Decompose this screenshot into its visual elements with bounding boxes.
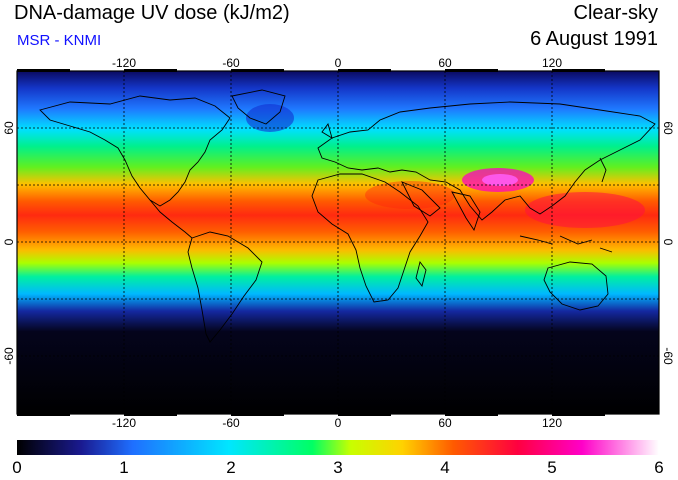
colorbar bbox=[17, 440, 659, 455]
lon-tick-bottom: -120 bbox=[112, 416, 136, 430]
lon-tick-top: 60 bbox=[438, 56, 452, 70]
colorbar-label: 5 bbox=[547, 458, 557, 477]
map-date: 6 August 1991 bbox=[530, 28, 658, 50]
lon-tick-top: -120 bbox=[112, 56, 136, 70]
frame-ticks bbox=[17, 69, 605, 416]
lat-tick-right: 0 bbox=[661, 239, 675, 246]
lon-tick-top: 0 bbox=[335, 56, 342, 70]
uv-field bbox=[17, 71, 659, 414]
map-title: DNA-damage UV dose (kJ/m2) bbox=[14, 2, 290, 24]
sky-condition: Clear-sky bbox=[573, 2, 658, 24]
colorbar-label: 3 bbox=[333, 458, 343, 477]
lat-tick-left: -60 bbox=[2, 347, 16, 365]
lon-tick-bottom: 120 bbox=[542, 416, 562, 430]
colorbar-label: 0 bbox=[12, 458, 22, 477]
lon-tick-bottom: 60 bbox=[438, 416, 452, 430]
lon-tick-top: 120 bbox=[542, 56, 562, 70]
lat-tick-left: 0 bbox=[2, 238, 16, 245]
colorbar-label: 1 bbox=[119, 458, 129, 477]
gridlines bbox=[17, 71, 659, 414]
lat-tick-right: 60 bbox=[661, 121, 675, 135]
lat-tick-right: -60 bbox=[661, 347, 675, 365]
colorbar-label: 4 bbox=[440, 458, 450, 477]
lat-tick-left: 60 bbox=[2, 121, 16, 135]
colorbar-label: 6 bbox=[654, 458, 664, 477]
source-label: MSR - KNMI bbox=[17, 32, 102, 49]
lon-tick-top: -60 bbox=[222, 56, 240, 70]
lon-tick-bottom: 0 bbox=[335, 416, 342, 430]
colorbar-label: 2 bbox=[226, 458, 236, 477]
lon-tick-bottom: -60 bbox=[222, 416, 240, 430]
